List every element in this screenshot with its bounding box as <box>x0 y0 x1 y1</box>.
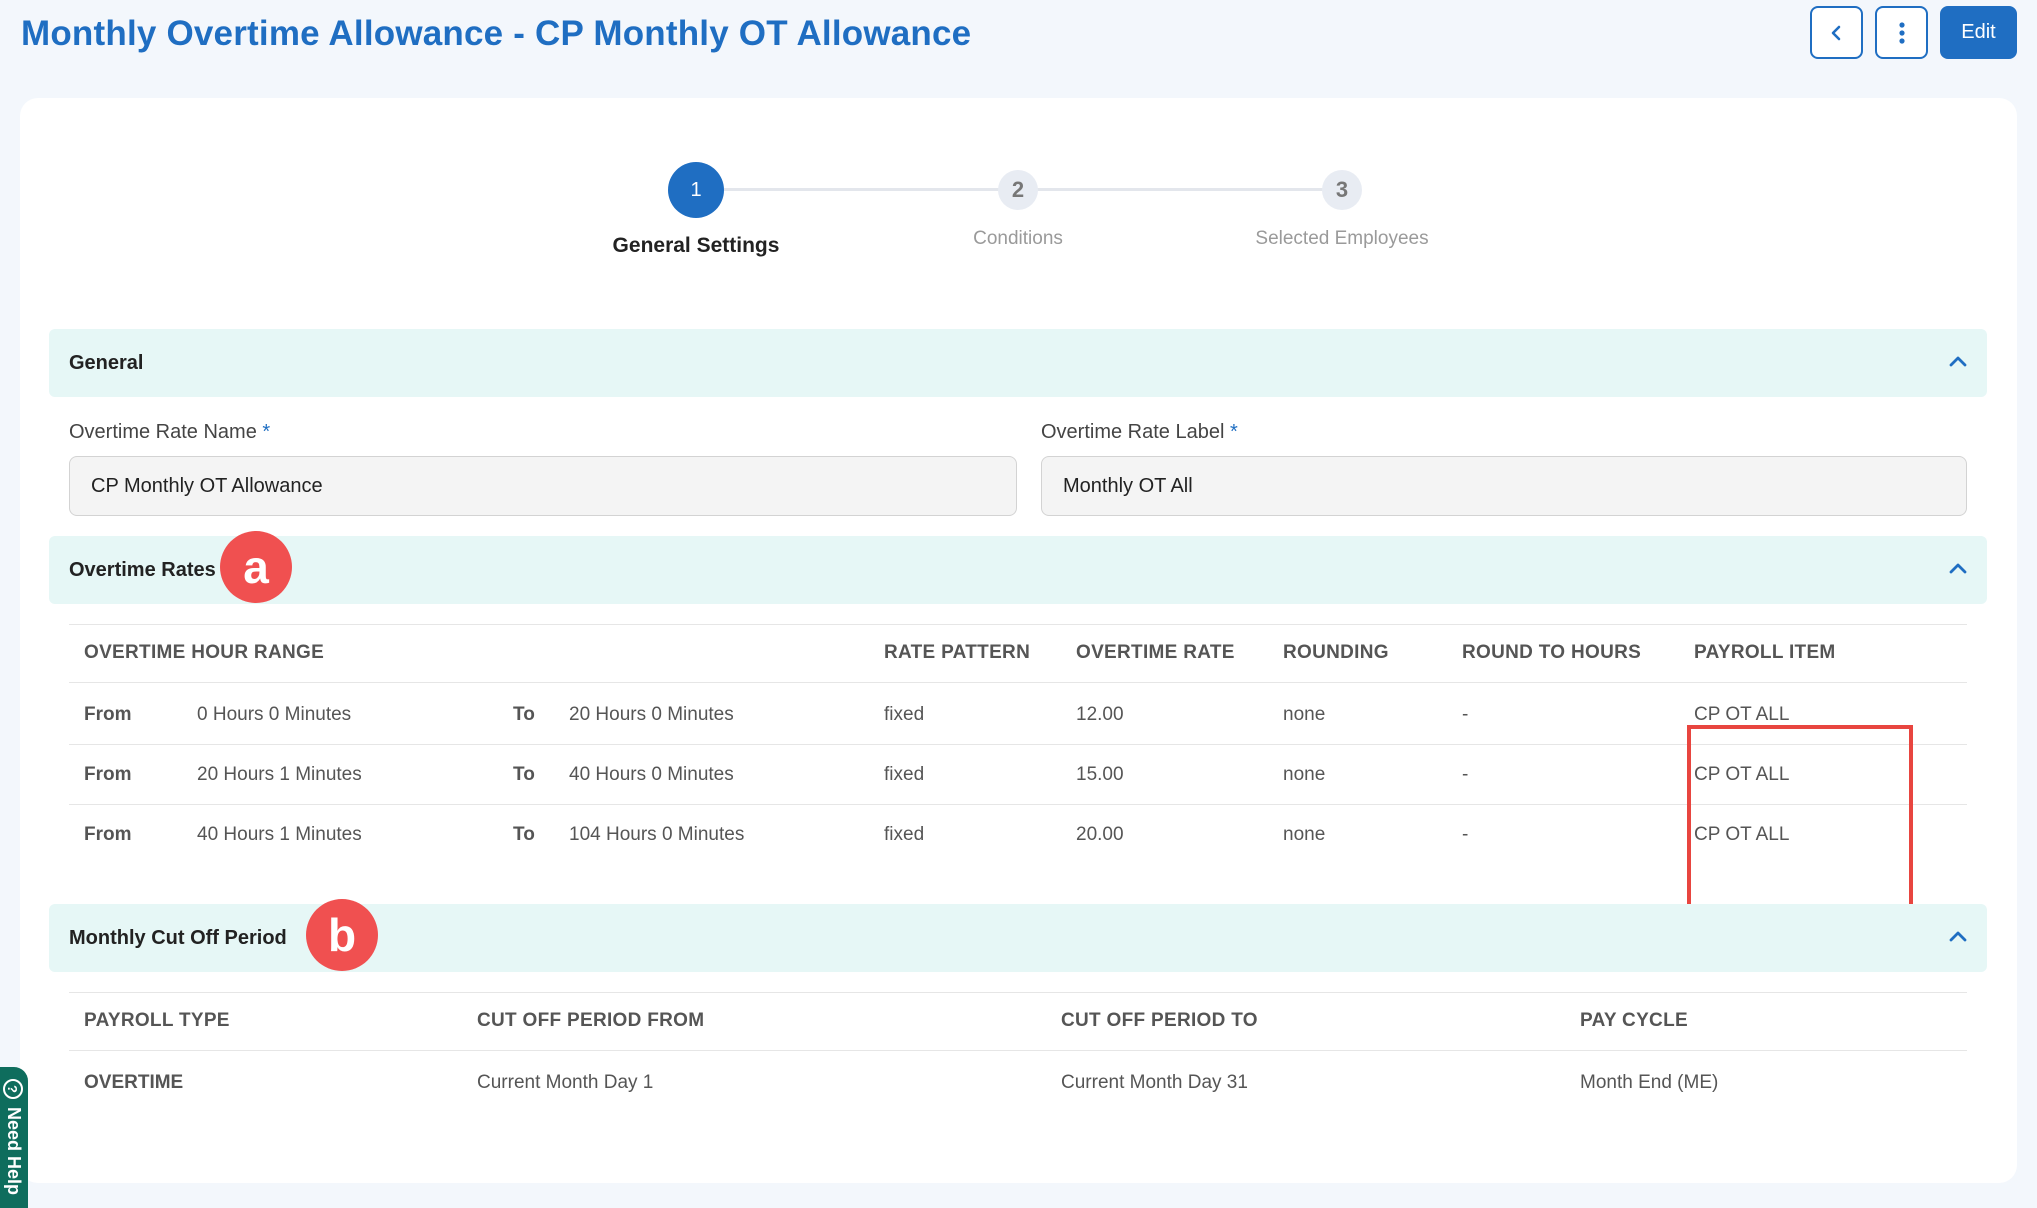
payroll-item-value: CP OT ALL <box>1694 704 1790 725</box>
cutoff-table: PAYROLL TYPE CUT OFF PERIOD FROM CUT OFF… <box>69 992 1967 1142</box>
question-icon: ? <box>3 1079 23 1099</box>
to-label: To <box>513 704 535 725</box>
from-value: 40 Hours 1 Minutes <box>197 824 362 845</box>
header-payroll-item: PAYROLL ITEM <box>1694 642 1836 663</box>
overtime-rate-value: 12.00 <box>1076 704 1124 725</box>
rate-name-label-text: Overtime Rate Name <box>69 421 257 443</box>
to-value: 20 Hours 0 Minutes <box>569 704 734 725</box>
payroll-item-value: CP OT ALL <box>1694 824 1790 845</box>
round-to-hours-value: - <box>1462 824 1469 845</box>
row-divider <box>69 804 1967 805</box>
more-options-button[interactable] <box>1875 6 1928 59</box>
overtime-rates-section-title: Overtime Rates <box>69 558 216 581</box>
overtime-rate-value: 15.00 <box>1076 764 1124 785</box>
header-rate-pattern: RATE PATTERN <box>884 642 1031 663</box>
need-help-tab[interactable]: ? Need Help <box>0 1067 28 1208</box>
chevron-up-icon[interactable] <box>1947 926 1969 948</box>
header-overtime-rate: OVERTIME RATE <box>1076 642 1235 663</box>
rate-label-label-text: Overtime Rate Label <box>1041 421 1225 443</box>
payroll-item-value: CP OT ALL <box>1694 764 1790 785</box>
annotation-badge-a: a <box>220 531 292 603</box>
header-hour-range: OVERTIME HOUR RANGE <box>84 642 325 663</box>
rate-pattern-value: fixed <box>884 704 925 725</box>
chevron-left-icon <box>1831 25 1840 40</box>
stepper: 1 2 3 General Settings Conditions Select… <box>20 98 2017 298</box>
round-to-hours-value: - <box>1462 764 1469 785</box>
step-1-label[interactable]: General Settings <box>612 234 780 257</box>
table-header-row <box>69 992 1967 1051</box>
step-3-label[interactable]: Selected Employees <box>1255 228 1429 249</box>
rounding-value: none <box>1283 824 1326 845</box>
header-round-to-hours: ROUND TO HOURS <box>1462 642 1642 663</box>
header-payroll-type: PAYROLL TYPE <box>84 1010 230 1031</box>
general-section-header[interactable]: General <box>49 329 1987 397</box>
step-2-circle[interactable]: 2 <box>998 170 1038 210</box>
vertical-dots-icon <box>1898 21 1905 44</box>
header-cutoff-to: CUT OFF PERIOD TO <box>1061 1010 1258 1031</box>
from-label: From <box>84 704 132 725</box>
from-label: From <box>84 824 132 845</box>
header-rounding: ROUNDING <box>1283 642 1389 663</box>
step-3-circle[interactable]: 3 <box>1322 170 1362 210</box>
round-to-hours-value: - <box>1462 704 1469 725</box>
main-card: 1 2 3 General Settings Conditions Select… <box>20 98 2017 1183</box>
to-label: To <box>513 824 535 845</box>
need-help-label: Need Help <box>4 1107 24 1196</box>
table-header-row <box>69 624 1967 683</box>
general-section-title: General <box>69 351 144 374</box>
rounding-value: none <box>1283 764 1326 785</box>
from-label: From <box>84 764 132 785</box>
step-1-circle[interactable]: 1 <box>668 162 724 218</box>
rounding-value: none <box>1283 704 1326 725</box>
top-actions: Edit <box>1810 6 2017 59</box>
overtime-rates-table: OVERTIME HOUR RANGE RATE PATTERN OVERTIM… <box>69 624 1967 974</box>
payroll-type-value: OVERTIME <box>84 1072 184 1093</box>
cutoff-from-value: Current Month Day 1 <box>477 1072 654 1093</box>
rate-pattern-value: fixed <box>884 824 925 845</box>
rate-label-label: Overtime Rate Label * <box>1041 421 1238 444</box>
row-divider <box>69 744 1967 745</box>
rate-label-input[interactable]: Monthly OT All <box>1041 456 1967 516</box>
edit-button[interactable]: Edit <box>1940 6 2017 59</box>
back-button[interactable] <box>1810 6 1863 59</box>
rate-name-label: Overtime Rate Name * <box>69 421 270 444</box>
step-2-label[interactable]: Conditions <box>973 228 1063 249</box>
required-mark: * <box>262 421 271 443</box>
header-cutoff-from: CUT OFF PERIOD FROM <box>477 1010 705 1031</box>
pay-cycle-value: Month End (ME) <box>1580 1072 1719 1093</box>
required-mark: * <box>1229 421 1238 443</box>
header-pay-cycle: PAY CYCLE <box>1580 1010 1688 1031</box>
from-value: 20 Hours 1 Minutes <box>197 764 362 785</box>
cutoff-to-value: Current Month Day 31 <box>1061 1072 1248 1093</box>
annotation-badge-b: b <box>306 899 378 971</box>
page-title: Monthly Overtime Allowance - CP Monthly … <box>21 14 972 53</box>
chevron-up-icon[interactable] <box>1947 351 1969 373</box>
to-value: 104 Hours 0 Minutes <box>569 824 745 845</box>
to-value: 40 Hours 0 Minutes <box>569 764 734 785</box>
to-label: To <box>513 764 535 785</box>
overtime-rates-section-header[interactable]: Overtime Rates <box>49 536 1987 604</box>
cutoff-section-title: Monthly Cut Off Period <box>69 926 287 949</box>
chevron-up-icon[interactable] <box>1947 558 1969 580</box>
rate-pattern-value: fixed <box>884 764 925 785</box>
rate-name-input[interactable]: CP Monthly OT Allowance <box>69 456 1017 516</box>
overtime-rate-value: 20.00 <box>1076 824 1124 845</box>
from-value: 0 Hours 0 Minutes <box>197 704 352 725</box>
